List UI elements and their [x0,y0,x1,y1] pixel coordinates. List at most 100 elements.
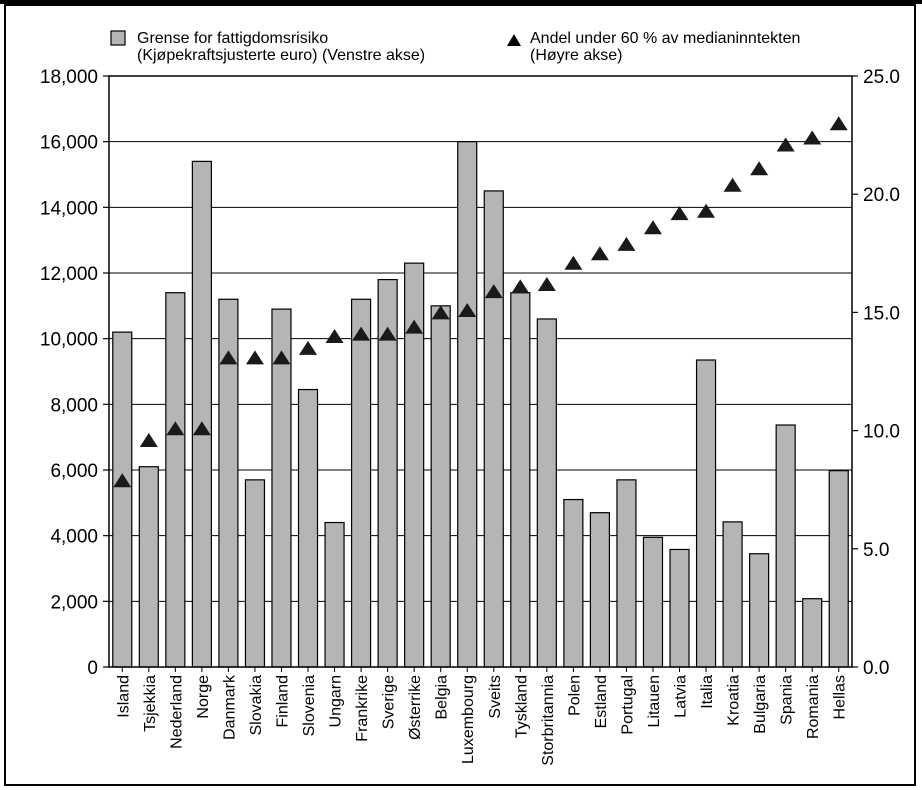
marker-point [484,284,503,299]
bar [802,598,823,668]
x-tick-label: Belgia [434,675,451,720]
marker-point [511,279,530,294]
left-tick-label: 12,000 [40,264,98,285]
x-tick-label: Slovenia [301,675,318,736]
left-tick-label: 2,000 [50,592,98,613]
x-tick-label: Island [115,675,132,718]
marker-point [643,220,662,235]
left-tick-label: 8,000 [50,395,98,416]
marker-point [139,433,158,448]
marker-point [166,421,185,436]
x-tick-label: Estland [593,675,610,728]
legend: Grense for fattigdomsrisiko (Kjøpekrafts… [110,30,800,64]
x-tick-label: Polen [566,675,583,716]
bar [350,298,372,668]
marker-point [590,246,609,261]
x-tick-label: Sveits [487,675,504,719]
marker-point [776,137,795,152]
left-tick-label: 4,000 [50,527,98,548]
marker-point [564,255,583,270]
bar [536,318,557,668]
bar [112,331,133,668]
x-tick-label: Storbritannia [540,675,557,766]
bar [244,479,266,668]
right-tick-label: 20.0 [863,185,900,206]
bar [138,466,159,668]
bar [483,190,504,668]
legend-bar-label-line2: (Kjøpekraftsjusterte euro) (Venstre akse… [137,47,425,64]
bar [324,521,345,668]
bar [191,160,212,668]
x-tick-label: Luxembourg [460,675,477,764]
marker-point [458,303,477,318]
x-tick-label: Italia [699,675,716,709]
marker-point [192,421,211,436]
bar [297,388,319,668]
marker-point [723,177,742,192]
marker-point [829,116,848,131]
marker-point [697,203,716,218]
plot-area-border [108,75,853,668]
bar [430,305,451,668]
bar [828,470,849,668]
legend-bar-swatch [110,30,126,46]
right-tick-label: 0.0 [863,658,889,679]
legend-marker-swatch [507,34,521,46]
left-tick-label: 10,000 [40,330,98,351]
bar [589,512,611,668]
left-tick-label: 6,000 [50,461,98,482]
x-tick-label: Danmark [221,674,238,740]
bar [457,141,478,668]
x-tick-label: Spania [779,675,796,725]
bar [616,479,637,668]
x-tick-label: Østerrike [407,675,424,740]
marker-point [113,473,132,488]
x-tick-label: Kroatia [726,675,743,726]
marker-point [405,319,424,334]
x-tick-label: Litauen [646,675,663,728]
x-tick-label: Sverige [381,675,398,729]
right-tick-label: 15.0 [863,303,900,324]
axes [108,75,853,668]
bars [112,141,849,668]
x-tick-label: Finland [274,675,291,727]
x-tick-label: Slovakia [248,675,265,736]
right-tick-label: 5.0 [863,540,889,561]
x-tick-label: Norge [195,675,212,719]
x-tick-label: Hellas [832,675,849,719]
left-tick-label: 0 [87,658,98,679]
bar [695,359,717,668]
legend-bar-label-line1: Grense for fattigdomsrisiko [137,30,328,47]
x-tick-label: Nederland [168,675,185,749]
x-axis-ticks: Island Tsjekkia Nederland Norge Danmark Slova… [115,667,849,766]
bar [510,292,531,668]
x-tick-label: Frankrike [354,675,371,742]
marker-point [352,326,371,341]
marker-point [245,350,264,365]
x-tick-label: Ungarn [328,675,345,727]
bar [749,553,770,668]
bar [722,521,743,668]
marker-point [272,350,291,365]
bar [642,536,664,668]
figure-frame [4,4,916,786]
legend-marker-label-line2: (Høyre akse) [530,47,622,64]
marker-point [219,350,238,365]
right-tick-label: 10.0 [863,422,900,443]
marker-point [431,305,450,320]
right-tick-label: 25.0 [863,67,900,88]
marker-point [299,340,318,355]
marker-point [378,326,397,341]
legend-marker-label-line1: Andel under 60 % av medianinntekten [530,30,800,47]
left-tick-label: 18,000 [40,67,98,88]
marker-point [670,206,689,221]
marker-point [537,277,556,292]
x-tick-label: Tyskland [513,675,530,738]
top-border [0,0,922,4]
markers [113,116,848,488]
marker-point [617,236,636,251]
x-tick-label: Portugal [619,675,636,735]
marker-point [750,161,769,176]
marker-point [803,130,822,145]
bar [165,292,186,668]
